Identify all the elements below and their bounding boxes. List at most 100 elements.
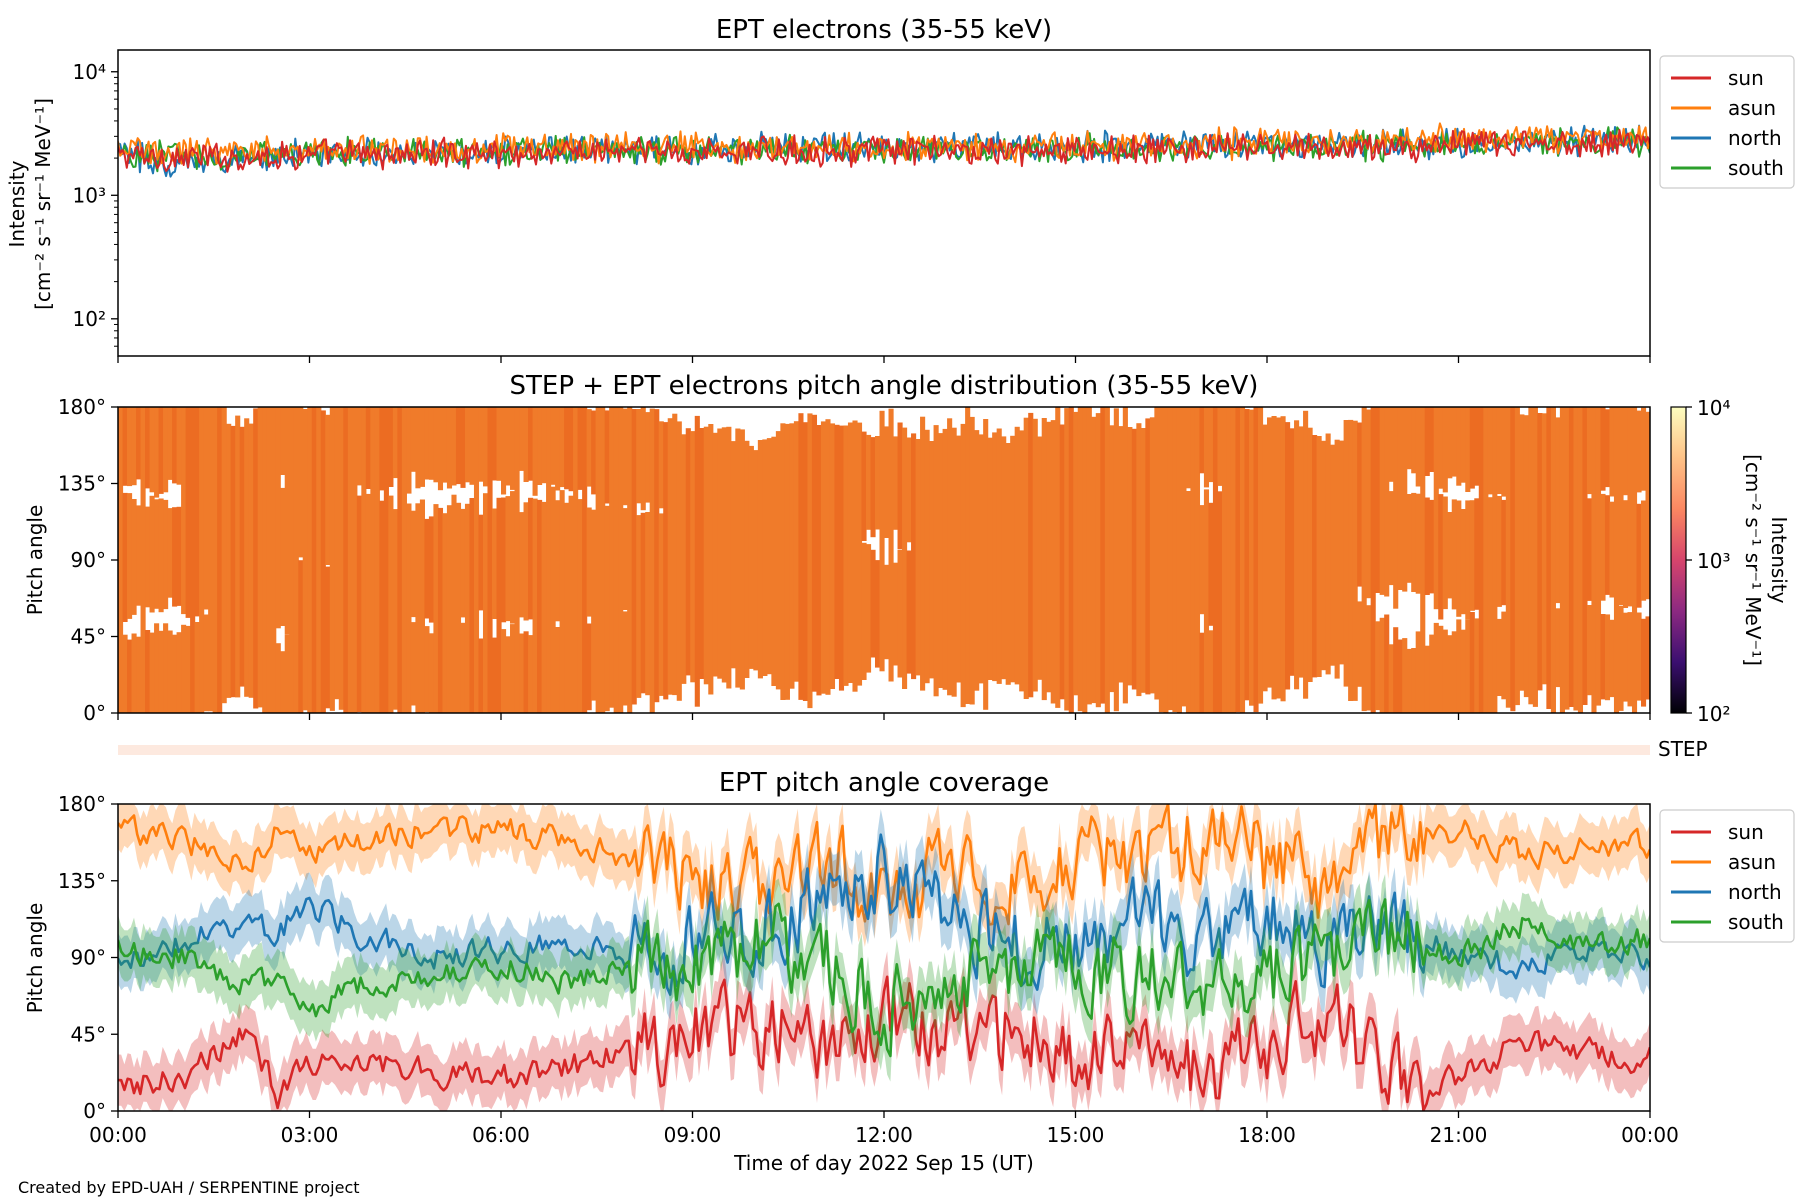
heatmap-cell [158, 498, 164, 613]
heatmap-cell [401, 407, 407, 713]
heatmap-cell [298, 407, 304, 558]
heatmap-cell [568, 495, 574, 713]
heatmap-cell [284, 634, 290, 713]
heatmap-cell [221, 407, 227, 704]
heatmap-cell [226, 423, 232, 698]
heatmap-cell [1460, 629, 1466, 713]
heatmap-cell [555, 627, 561, 713]
heatmap-cell [1577, 407, 1584, 713]
heatmap-cell [1154, 407, 1160, 700]
heatmap-cell [1622, 500, 1629, 608]
heatmap-cell [1600, 493, 1606, 601]
heatmap-cell [1406, 648, 1412, 713]
heatmap-cell [1483, 407, 1489, 713]
heatmap-cell [703, 426, 709, 685]
heatmap-cell [1555, 417, 1561, 604]
heatmap-cell [1095, 413, 1101, 708]
heatmap-cell [410, 407, 416, 472]
panel1-xticks [117, 356, 1651, 363]
heatmap-cell [1212, 407, 1219, 713]
heatmap-cell [1393, 627, 1399, 713]
heatmap-cell [1010, 435, 1016, 683]
heatmap-cell [559, 407, 565, 488]
heatmap-cell [1397, 639, 1403, 713]
heatmap-cell [194, 622, 200, 713]
heatmap-cell [762, 439, 768, 676]
heatmap-cell [419, 407, 425, 487]
heatmap-cell [1194, 407, 1201, 713]
heatmap-cell [1492, 407, 1498, 713]
heatmap-cell [199, 407, 205, 713]
heatmap-cell [1023, 417, 1029, 699]
heatmap-cell [1136, 423, 1142, 697]
heatmap-cell [636, 409, 642, 504]
heatmap-cell [1366, 605, 1372, 711]
heatmap-cell [1068, 407, 1074, 713]
heatmap-cell [208, 407, 214, 712]
heatmap-cell [1366, 409, 1372, 599]
heatmap-cell [1618, 407, 1624, 606]
heatmap-cell [992, 432, 998, 682]
panel1-ylabel-line2: [cm⁻² s⁻¹ sr⁻¹ MeV⁻¹] [31, 98, 55, 310]
heatmap-cell [1429, 499, 1435, 594]
heatmap-cell [1005, 443, 1011, 685]
heatmap-cell [501, 497, 507, 623]
heatmap-cell [275, 407, 281, 629]
heatmap-cell [789, 423, 795, 689]
heatmap-cell [1447, 512, 1453, 599]
heatmap-cell [753, 450, 759, 671]
heatmap-cell [1348, 419, 1354, 701]
heatmap-cell [1433, 622, 1439, 713]
heatmap-cell [1609, 619, 1615, 698]
heatmap-cell [316, 407, 322, 713]
heatmap-cell [1645, 411, 1650, 600]
heatmap-cell [1298, 426, 1304, 678]
heatmap-cell [154, 407, 160, 498]
heatmap-cell [645, 412, 651, 503]
heatmap-cell [1586, 407, 1593, 495]
heatmap-cell [158, 407, 164, 494]
panel4-ylabel: Pitch angle [23, 903, 47, 1014]
heatmap-cell [1456, 407, 1462, 486]
heatmap-cell [1451, 407, 1457, 477]
heatmap-cell [1289, 428, 1295, 676]
heatmap-cell [1496, 496, 1502, 607]
heatmap-cell [600, 407, 606, 713]
heatmap-cell [1334, 439, 1340, 679]
heatmap-cell [1388, 644, 1394, 713]
heatmap-cell [1586, 498, 1593, 601]
heatmap-cell [582, 407, 588, 713]
heatmap-cell [1465, 407, 1471, 492]
heatmap-cell [690, 431, 696, 683]
heatmap-cell [1451, 631, 1457, 713]
series-line-south [118, 126, 1650, 173]
heatmap-cell [1604, 409, 1611, 488]
heatmap-cell [388, 407, 394, 487]
panel-step-strip: STEP [118, 737, 1708, 761]
heatmap-cell [1627, 612, 1633, 707]
heatmap-cell [491, 508, 498, 619]
heatmap-cell [649, 408, 655, 713]
heatmap-cell [460, 622, 466, 713]
heatmap-cell [496, 407, 502, 481]
heatmap-cell [654, 409, 660, 703]
heatmap-cell [482, 493, 489, 713]
heatmap-cell [361, 407, 367, 713]
x-tick-label: 09:00 [664, 1123, 722, 1147]
heatmap-cell [464, 407, 471, 483]
panel-pitch-coverage: EPT pitch angle coverage 0° 45° 90° 135° 180… [23, 768, 1795, 1175]
heatmap-cell [469, 498, 475, 713]
heatmap-cell [1528, 407, 1534, 705]
heatmap-cell [1541, 413, 1547, 685]
heatmap-cell [1429, 407, 1435, 472]
heatmap-cell [1208, 407, 1214, 483]
heatmap-cell [334, 407, 340, 700]
heatmap-cell [1469, 407, 1475, 489]
heatmap-cell [1406, 494, 1412, 583]
heatmap-cell [1285, 422, 1291, 690]
heatmap-cell [437, 507, 444, 713]
heatmap-cell [604, 410, 610, 504]
heatmap-cell [1050, 420, 1056, 704]
heatmap-cell [1595, 407, 1602, 706]
